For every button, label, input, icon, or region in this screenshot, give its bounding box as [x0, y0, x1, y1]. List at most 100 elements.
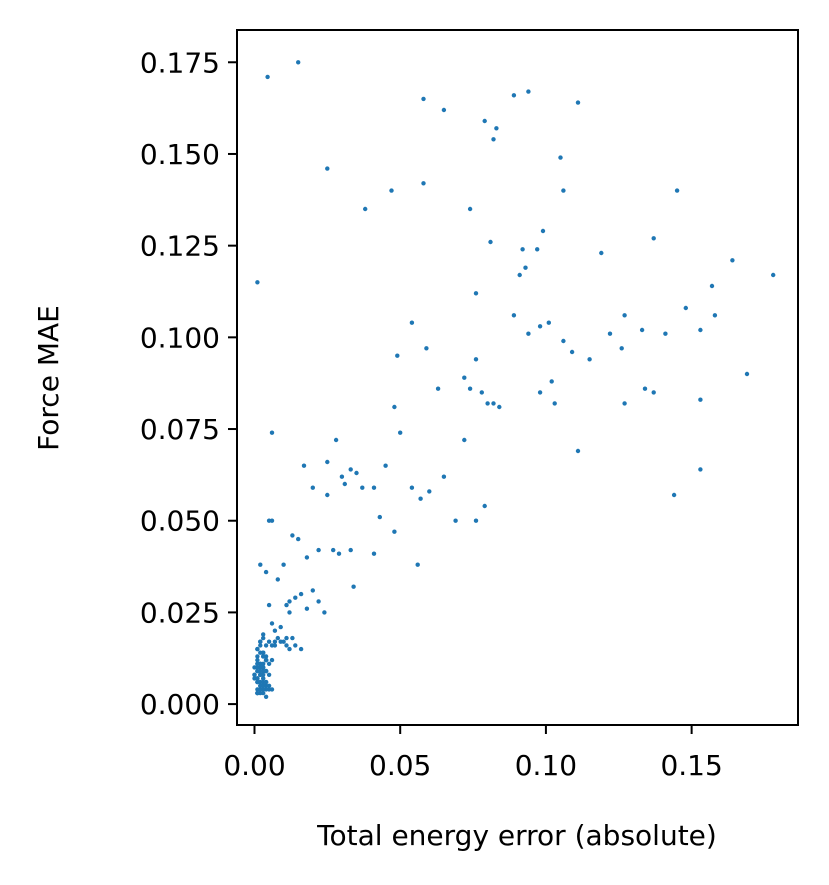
- data-point: [293, 595, 298, 600]
- data-point: [575, 100, 581, 105]
- y-tick-label: 0.100: [140, 321, 220, 354]
- data-point: [771, 272, 776, 278]
- data-point: [552, 401, 557, 406]
- y-tick-label: 0.050: [140, 505, 220, 538]
- data-point: [441, 107, 447, 113]
- data-point: [418, 496, 423, 501]
- data-point: [284, 602, 289, 608]
- data-point: [261, 676, 266, 681]
- data-point: [269, 643, 275, 648]
- data-point: [351, 584, 356, 589]
- data-point: [296, 60, 301, 65]
- data-point: [287, 599, 292, 604]
- data-point: [258, 687, 263, 692]
- data-point: [261, 665, 266, 670]
- data-point: [310, 485, 315, 490]
- x-tick-label: 0.00: [223, 749, 285, 782]
- data-point: [526, 331, 531, 336]
- data-point: [348, 547, 353, 553]
- data-point: [272, 639, 278, 644]
- data-point: [421, 96, 426, 102]
- data-point: [258, 668, 263, 674]
- data-point: [255, 676, 260, 681]
- y-tick-label: 0.150: [140, 138, 220, 171]
- data-point: [290, 533, 295, 538]
- data-point: [354, 470, 359, 476]
- data-point: [587, 357, 592, 362]
- data-point: [278, 639, 283, 644]
- data-point: [546, 320, 551, 325]
- y-tick-label: 0.125: [140, 230, 220, 263]
- data-point: [290, 635, 295, 641]
- data-point: [269, 687, 275, 692]
- data-point: [255, 657, 260, 663]
- data-point: [497, 404, 502, 410]
- x-axis-ticks: 0.00 0.05 0.10 0.15: [223, 725, 723, 782]
- y-tick-label: 0.175: [140, 46, 220, 79]
- data-point: [316, 547, 321, 553]
- data-point: [261, 661, 266, 666]
- x-axis-label: Total energy error (absolute): [316, 819, 717, 852]
- data-point: [639, 327, 645, 333]
- data-point: [619, 346, 624, 351]
- data-point: [453, 518, 458, 523]
- data-point: [325, 492, 330, 498]
- data-point: [363, 206, 368, 212]
- data-point: [473, 357, 479, 362]
- data-point: [607, 331, 613, 336]
- data-point: [698, 327, 703, 333]
- data-point: [325, 459, 330, 465]
- data-point: [415, 562, 420, 567]
- data-point: [298, 591, 304, 597]
- data-point: [304, 555, 310, 560]
- data-point: [269, 657, 275, 663]
- data-point: [348, 467, 353, 472]
- data-point: [342, 481, 347, 487]
- data-point: [622, 313, 627, 318]
- data-point: [266, 661, 272, 666]
- y-axis-ticks: 0.000 0.025 0.050 0.075 0.100 0.125 0.150 0.175: [140, 46, 237, 721]
- x-tick-label: 0.10: [515, 749, 577, 782]
- data-point: [266, 602, 272, 608]
- data-point: [473, 518, 479, 523]
- data-point: [261, 683, 266, 688]
- data-point: [266, 683, 272, 688]
- data-point: [462, 375, 467, 380]
- data-point: [561, 338, 566, 344]
- data-point: [360, 485, 365, 490]
- data-point: [392, 404, 397, 410]
- data-point: [281, 562, 286, 567]
- data-point: [511, 313, 517, 318]
- data-point: [642, 386, 648, 391]
- data-point: [537, 324, 543, 329]
- data-point: [265, 74, 270, 80]
- data-point: [730, 258, 735, 263]
- y-tick-label: 0.025: [140, 596, 220, 629]
- data-point: [441, 474, 447, 479]
- data-point: [266, 639, 272, 644]
- data-point: [258, 643, 263, 648]
- data-point: [293, 643, 298, 648]
- data-point: [473, 291, 479, 296]
- data-point: [491, 137, 496, 142]
- data-point: [409, 320, 415, 325]
- data-point: [266, 672, 272, 677]
- data-point: [427, 489, 432, 494]
- data-point: [258, 562, 263, 567]
- data-point: [298, 646, 304, 652]
- plot-frame: [236, 29, 799, 726]
- data-point: [261, 690, 266, 696]
- data-point: [395, 353, 400, 358]
- data-point: [255, 280, 260, 285]
- data-point: [383, 463, 388, 468]
- data-point: [296, 536, 301, 542]
- data-point: [698, 397, 703, 402]
- data-point: [671, 492, 677, 498]
- data-point: [744, 371, 750, 377]
- data-point: [275, 577, 280, 582]
- data-point: [651, 390, 656, 395]
- data-point: [325, 166, 330, 171]
- data-point: [683, 305, 688, 311]
